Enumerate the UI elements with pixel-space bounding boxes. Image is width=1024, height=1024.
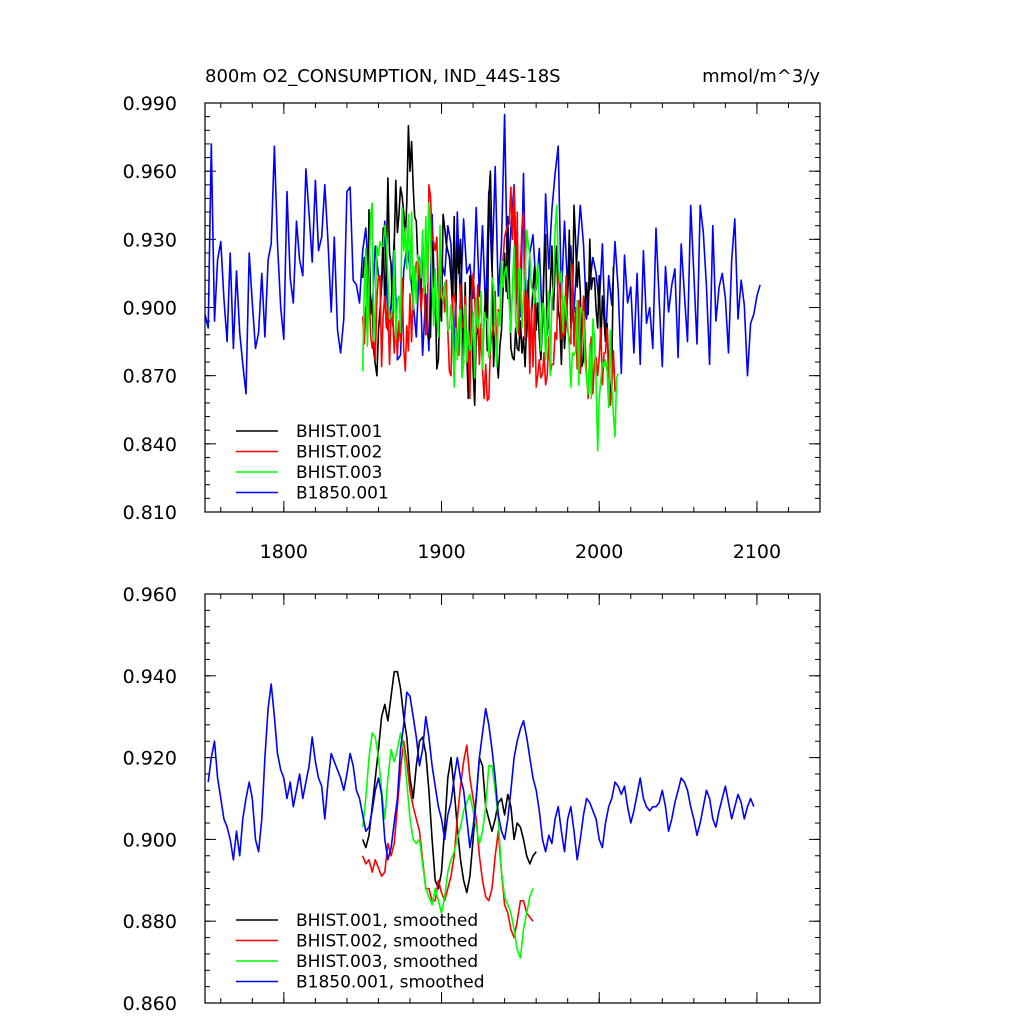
x-tick-label: 1900 — [417, 541, 465, 563]
x-tick-label: 2100 — [733, 541, 781, 563]
y-tick-label: 0.860 — [123, 993, 177, 1015]
y-tick-label: 0.940 — [123, 666, 177, 688]
y-tick-label: 0.810 — [123, 502, 177, 524]
legend-label: BHIST.001, smoothed — [296, 911, 478, 931]
legend-label: BHIST.001 — [296, 422, 382, 442]
y-tick-label: 0.920 — [123, 748, 177, 770]
series-line-b1850-001-smoothed — [207, 683, 755, 861]
y-tick-label: 0.930 — [123, 229, 177, 251]
plot-frame — [204, 593, 821, 1004]
series-line-bhist-002 — [361, 184, 616, 407]
legend-label: BHIST.003, smoothed — [296, 952, 478, 972]
legend-label: BHIST.002, smoothed — [296, 932, 478, 952]
legend-label: B1850.001, smoothed — [296, 973, 485, 993]
series-line-bhist-003-smoothed — [361, 732, 534, 959]
legend-label: BHIST.003 — [296, 463, 382, 483]
units-label: mmol/m^3/y — [702, 66, 820, 87]
y-tick-label: 0.840 — [123, 434, 177, 456]
y-tick-label: 0.960 — [123, 161, 177, 183]
y-tick-label: 0.900 — [123, 829, 177, 851]
legend-label: BHIST.002 — [296, 443, 382, 463]
y-tick-label: 0.870 — [123, 366, 177, 388]
plot-frame — [204, 102, 821, 513]
x-tick-label: 1800 — [260, 541, 308, 563]
x-tick-label: 2000 — [575, 541, 623, 563]
y-tick-label: 0.990 — [123, 93, 177, 115]
series-line-bhist-001-smoothed — [361, 670, 537, 894]
top-panel: 0.810 0.840 0.870 0.900 0.930 0.960 0.990 1800 1… — [123, 93, 821, 563]
y-tick-label: 0.880 — [123, 911, 177, 933]
series-line-b1850-001 — [204, 113, 761, 395]
chart-title: 800m O2_CONSUMPTION, IND_44S-18S — [205, 66, 561, 87]
series-line-bhist-002-smoothed — [361, 740, 534, 939]
y-tick-label: 0.900 — [123, 298, 177, 320]
bottom-panel: 0.860 0.880 0.900 0.920 0.940 0.960 BHIST.001,… — [123, 584, 821, 1015]
legend-label: B1850.001 — [296, 484, 389, 504]
y-tick-label: 0.960 — [123, 584, 177, 606]
series-line-bhist-001 — [361, 124, 615, 407]
series-line-bhist-003 — [361, 202, 619, 452]
